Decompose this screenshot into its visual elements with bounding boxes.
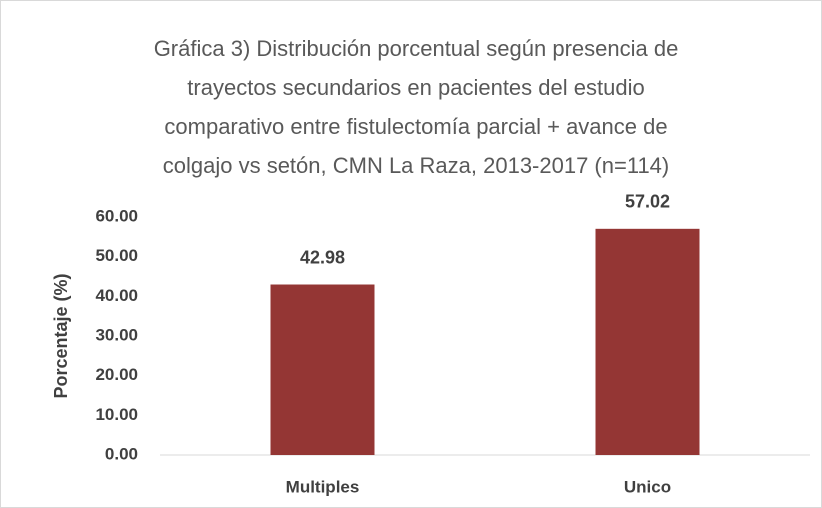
y-tick-label: 0.00 bbox=[105, 444, 138, 463]
chart-title: trayectos secundarios en pacientes del e… bbox=[187, 75, 644, 100]
y-tick-label: 20.00 bbox=[95, 365, 138, 384]
y-tick-label: 50.00 bbox=[95, 246, 138, 265]
y-tick-label: 30.00 bbox=[95, 325, 138, 344]
data-label: 57.02 bbox=[625, 192, 670, 212]
x-tick-label: Multiples bbox=[286, 477, 360, 496]
y-axis-label: Porcentaje (%) bbox=[51, 273, 71, 398]
bar bbox=[595, 228, 700, 455]
y-tick-label: 10.00 bbox=[95, 405, 138, 424]
data-label: 42.98 bbox=[300, 247, 345, 267]
y-tick-label: 60.00 bbox=[95, 206, 138, 225]
chart-title: colgajo vs setón, CMN La Raza, 2013-2017… bbox=[163, 153, 670, 178]
y-tick-label: 40.00 bbox=[95, 286, 138, 305]
bar bbox=[270, 284, 375, 455]
chart-title: comparativo entre fistulectomía parcial … bbox=[164, 114, 667, 139]
x-tick-label: Unico bbox=[624, 477, 671, 496]
chart-title: Gráfica 3) Distribución porcentual según… bbox=[154, 36, 679, 61]
